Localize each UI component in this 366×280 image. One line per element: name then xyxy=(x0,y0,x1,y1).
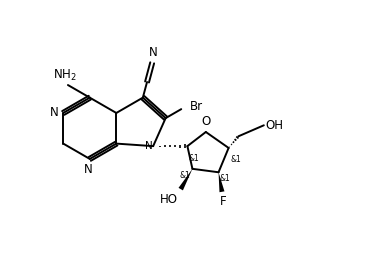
Text: N: N xyxy=(50,106,59,120)
Text: N: N xyxy=(149,46,157,59)
Text: &1: &1 xyxy=(189,154,199,163)
Text: O: O xyxy=(201,115,210,128)
Text: Br: Br xyxy=(190,100,203,113)
Polygon shape xyxy=(219,172,224,192)
Text: &1: &1 xyxy=(179,171,190,180)
Text: HO: HO xyxy=(160,193,178,206)
Text: OH: OH xyxy=(266,119,284,132)
Text: F: F xyxy=(219,195,226,208)
Text: N: N xyxy=(145,141,153,151)
Text: NH$_2$: NH$_2$ xyxy=(53,68,77,83)
Polygon shape xyxy=(179,169,193,190)
Text: &1: &1 xyxy=(231,155,241,164)
Text: &1: &1 xyxy=(220,174,231,183)
Text: N: N xyxy=(83,162,92,176)
